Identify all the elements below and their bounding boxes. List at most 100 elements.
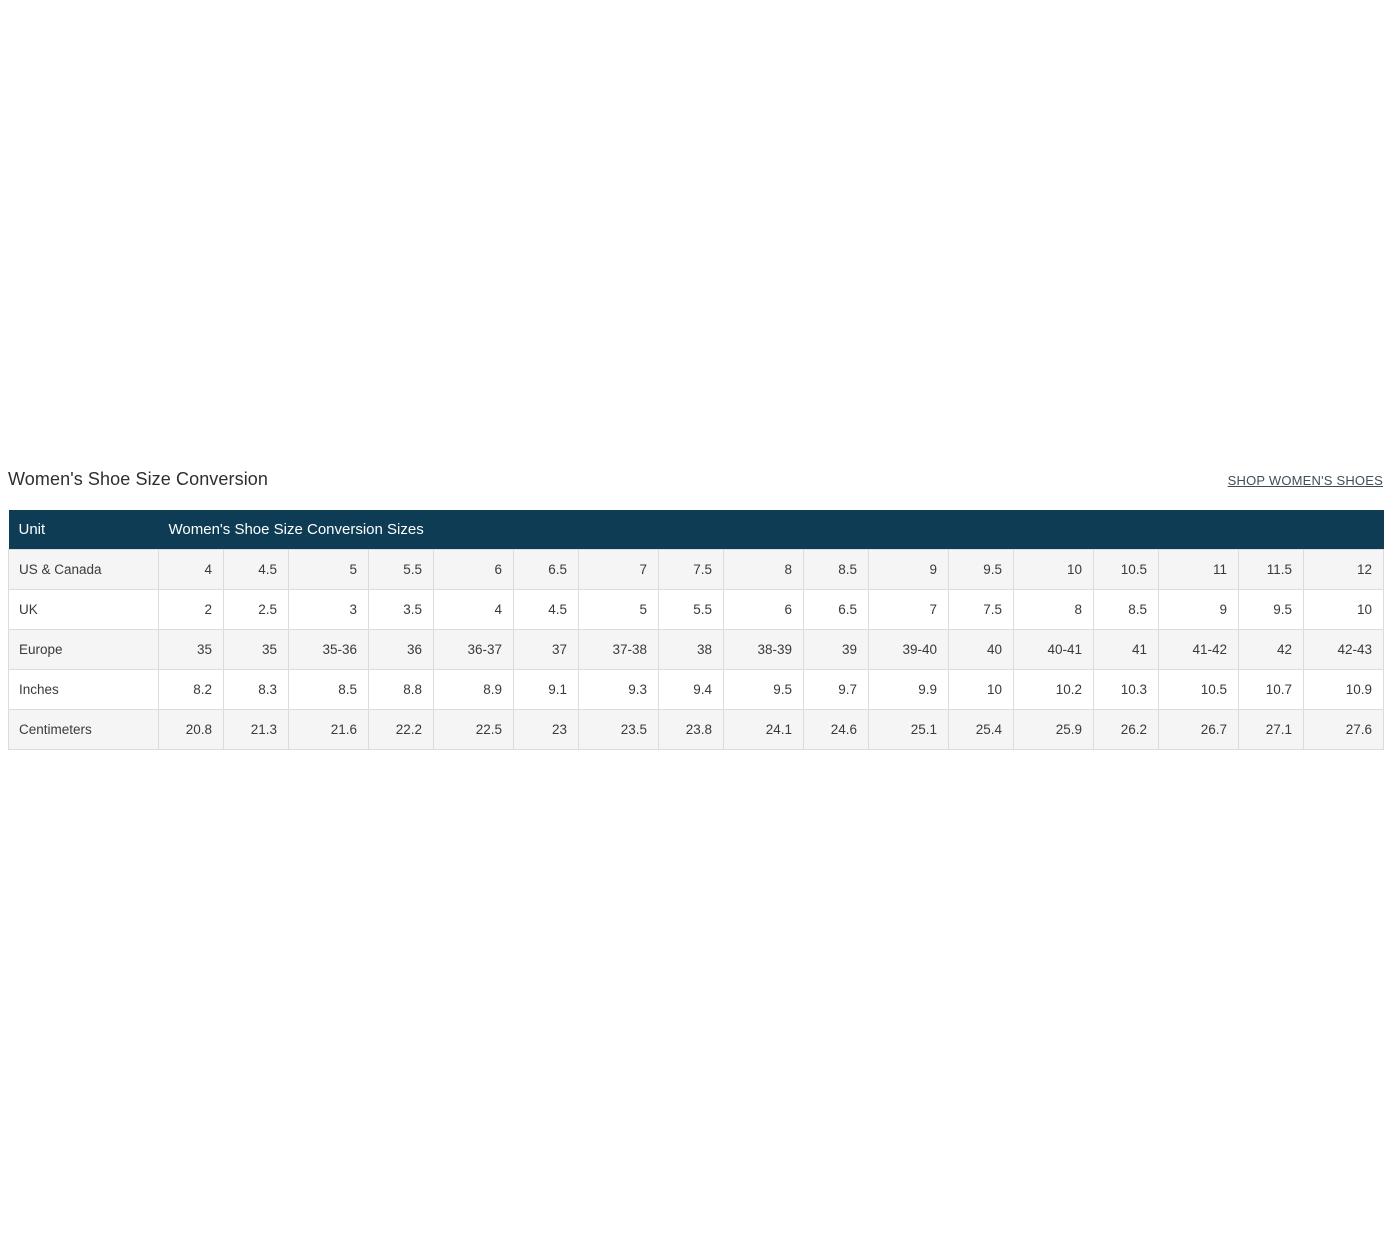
size-value-cell: 21.3 <box>223 709 289 750</box>
size-value-cell: 10 <box>1013 549 1094 590</box>
unit-header-cell: Unit <box>8 510 159 550</box>
size-value-cell: 24.1 <box>723 709 804 750</box>
size-value-cell: 9 <box>868 549 949 590</box>
size-value-cell: 4.5 <box>223 549 289 590</box>
size-value-cell: 26.2 <box>1093 709 1159 750</box>
size-value-cell: 23.5 <box>578 709 659 750</box>
size-value-cell: 39-40 <box>868 629 949 670</box>
size-value-cell: 9.3 <box>578 669 659 710</box>
size-value-cell: 35 <box>158 629 224 670</box>
size-value-cell: 10.3 <box>1093 669 1159 710</box>
size-value-cell: 8 <box>723 549 804 590</box>
size-value-cell: 9.4 <box>658 669 724 710</box>
shop-womens-shoes-link[interactable]: SHOP WOMEN'S SHOES <box>1227 473 1383 488</box>
row-label: UK <box>8 589 159 630</box>
size-value-cell: 40-41 <box>1013 629 1094 670</box>
table-row: UK 2 2.5 3 3.5 4 4.5 5 5.5 6 6.5 7 7.5 8 8.5 9 9.5 10 <box>8 589 1385 630</box>
size-value-cell: 9.7 <box>803 669 869 710</box>
row-label: US & Canada <box>8 549 159 590</box>
size-value-cell: 36 <box>368 629 434 670</box>
size-value-cell: 26.7 <box>1158 709 1239 750</box>
row-label: Centimeters <box>8 709 159 750</box>
size-value-cell: 6.5 <box>803 589 869 630</box>
size-value-cell: 35 <box>223 629 289 670</box>
size-conversion-section: Women's Shoe Size Conversion SHOP WOMEN'… <box>8 469 1385 750</box>
table-row: US & Canada 4 4.5 5 5.5 6 6.5 7 7.5 8 8.5 9 9.5 10 10.… <box>8 549 1385 590</box>
size-value-cell: 10.7 <box>1238 669 1304 710</box>
size-value-cell: 3.5 <box>368 589 434 630</box>
size-value-cell: 6 <box>723 589 804 630</box>
size-value-cell: 37-38 <box>578 629 659 670</box>
size-value-cell: 12 <box>1302 549 1385 590</box>
size-value-cell: 4 <box>433 589 514 630</box>
size-value-cell: 5.5 <box>368 549 434 590</box>
size-value-cell: 11.5 <box>1238 549 1304 590</box>
size-value-cell: 11 <box>1158 549 1239 590</box>
size-value-cell: 9.5 <box>723 669 804 710</box>
size-value-cell: 8.2 <box>158 669 224 710</box>
size-value-cell: 2.5 <box>223 589 289 630</box>
row-label: Europe <box>8 629 159 670</box>
size-value-cell: 38 <box>658 629 724 670</box>
size-value-cell: 25.9 <box>1013 709 1094 750</box>
size-value-cell: 9.1 <box>513 669 579 710</box>
size-value-cell: 7.5 <box>948 589 1014 630</box>
size-value-cell: 8 <box>1013 589 1094 630</box>
table-row: Centimeters 20.8 21.3 21.6 22.2 22.5 23 23.5 23.… <box>8 709 1385 750</box>
size-value-cell: 7.5 <box>658 549 724 590</box>
size-value-cell: 39 <box>803 629 869 670</box>
section-header: Women's Shoe Size Conversion SHOP WOMEN'… <box>8 469 1383 490</box>
size-value-cell: 41-42 <box>1158 629 1239 670</box>
size-value-cell: 10 <box>948 669 1014 710</box>
size-value-cell: 10 <box>1302 589 1385 630</box>
size-value-cell: 4.5 <box>513 589 579 630</box>
table-header-row: Unit Women's Shoe Size Conversion Sizes <box>8 510 1384 550</box>
sizes-header-cell: Women's Shoe Size Conversion Sizes <box>158 510 1384 550</box>
size-value-cell: 7 <box>868 589 949 630</box>
size-value-cell: 10.5 <box>1158 669 1239 710</box>
size-value-cell: 22.5 <box>433 709 514 750</box>
size-value-cell: 5.5 <box>658 589 724 630</box>
size-value-cell: 6.5 <box>513 549 579 590</box>
size-value-cell: 9 <box>1158 589 1239 630</box>
size-value-cell: 4 <box>158 549 224 590</box>
size-value-cell: 6 <box>433 549 514 590</box>
table-row: Inches 8.2 8.3 8.5 8.8 8.9 9.1 9.3 9.4 9.5 9.7 9.9 1… <box>8 669 1385 710</box>
size-value-cell: 10.2 <box>1013 669 1094 710</box>
size-value-cell: 5 <box>288 549 369 590</box>
size-conversion-table: Unit Women's Shoe Size Conversion Sizes … <box>8 510 1385 750</box>
size-value-cell: 22.2 <box>368 709 434 750</box>
size-value-cell: 5 <box>578 589 659 630</box>
size-value-cell: 9.5 <box>1238 589 1304 630</box>
size-value-cell: 2 <box>158 589 224 630</box>
size-value-cell: 9.5 <box>948 549 1014 590</box>
size-value-cell: 37 <box>513 629 579 670</box>
size-value-cell: 27.1 <box>1238 709 1304 750</box>
size-value-cell: 40 <box>948 629 1014 670</box>
size-value-cell: 36-37 <box>433 629 514 670</box>
size-value-cell: 24.6 <box>803 709 869 750</box>
size-value-cell: 23.8 <box>658 709 724 750</box>
section-title: Women's Shoe Size Conversion <box>8 469 269 489</box>
size-value-cell: 23 <box>513 709 579 750</box>
size-value-cell: 10.5 <box>1093 549 1159 590</box>
size-value-cell: 8.8 <box>368 669 434 710</box>
table-row: Europe 35 35 35-36 36 36-37 37 37-38 38 38-39 39 39… <box>8 629 1385 670</box>
size-value-cell: 42-43 <box>1302 629 1385 670</box>
size-value-cell: 7 <box>578 549 659 590</box>
size-value-cell: 10.9 <box>1302 669 1385 710</box>
size-value-cell: 21.6 <box>288 709 369 750</box>
row-label: Inches <box>8 669 159 710</box>
size-value-cell: 27.6 <box>1302 709 1385 750</box>
size-value-cell: 8.5 <box>1093 589 1159 630</box>
size-value-cell: 8.5 <box>288 669 369 710</box>
size-value-cell: 25.1 <box>868 709 949 750</box>
size-value-cell: 8.5 <box>803 549 869 590</box>
size-value-cell: 8.9 <box>433 669 514 710</box>
size-value-cell: 20.8 <box>158 709 224 750</box>
size-value-cell: 25.4 <box>948 709 1014 750</box>
size-value-cell: 9.9 <box>868 669 949 710</box>
size-value-cell: 3 <box>288 589 369 630</box>
size-value-cell: 42 <box>1238 629 1304 670</box>
